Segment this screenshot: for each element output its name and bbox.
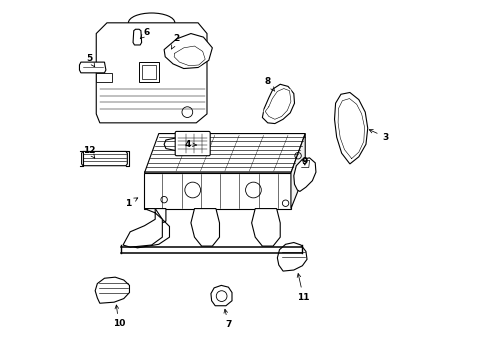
- Polygon shape: [164, 138, 176, 151]
- Text: 11: 11: [297, 274, 309, 302]
- Polygon shape: [251, 208, 280, 246]
- Text: 5: 5: [86, 54, 95, 67]
- Text: 10: 10: [112, 305, 125, 328]
- Text: 12: 12: [82, 146, 95, 158]
- Polygon shape: [262, 84, 294, 123]
- FancyBboxPatch shape: [175, 131, 210, 156]
- Polygon shape: [123, 208, 162, 247]
- Polygon shape: [210, 285, 231, 306]
- Text: 3: 3: [368, 130, 388, 141]
- Polygon shape: [164, 33, 212, 68]
- Text: 9: 9: [301, 157, 307, 166]
- Polygon shape: [144, 173, 290, 208]
- Polygon shape: [133, 29, 142, 45]
- Polygon shape: [190, 208, 219, 246]
- Text: 4: 4: [184, 140, 196, 149]
- Polygon shape: [96, 23, 206, 123]
- Text: 6: 6: [140, 28, 149, 39]
- Bar: [142, 65, 156, 79]
- Polygon shape: [293, 158, 315, 192]
- Text: 8: 8: [264, 77, 274, 91]
- Polygon shape: [144, 134, 305, 173]
- Polygon shape: [126, 208, 169, 248]
- Bar: [139, 62, 159, 82]
- Polygon shape: [334, 93, 367, 164]
- Polygon shape: [277, 243, 306, 271]
- Polygon shape: [81, 152, 127, 166]
- Polygon shape: [80, 62, 106, 73]
- Polygon shape: [290, 134, 305, 208]
- Polygon shape: [96, 73, 111, 82]
- Text: 1: 1: [125, 198, 138, 208]
- Text: 2: 2: [171, 35, 180, 49]
- Polygon shape: [95, 277, 129, 303]
- Text: 7: 7: [224, 309, 231, 329]
